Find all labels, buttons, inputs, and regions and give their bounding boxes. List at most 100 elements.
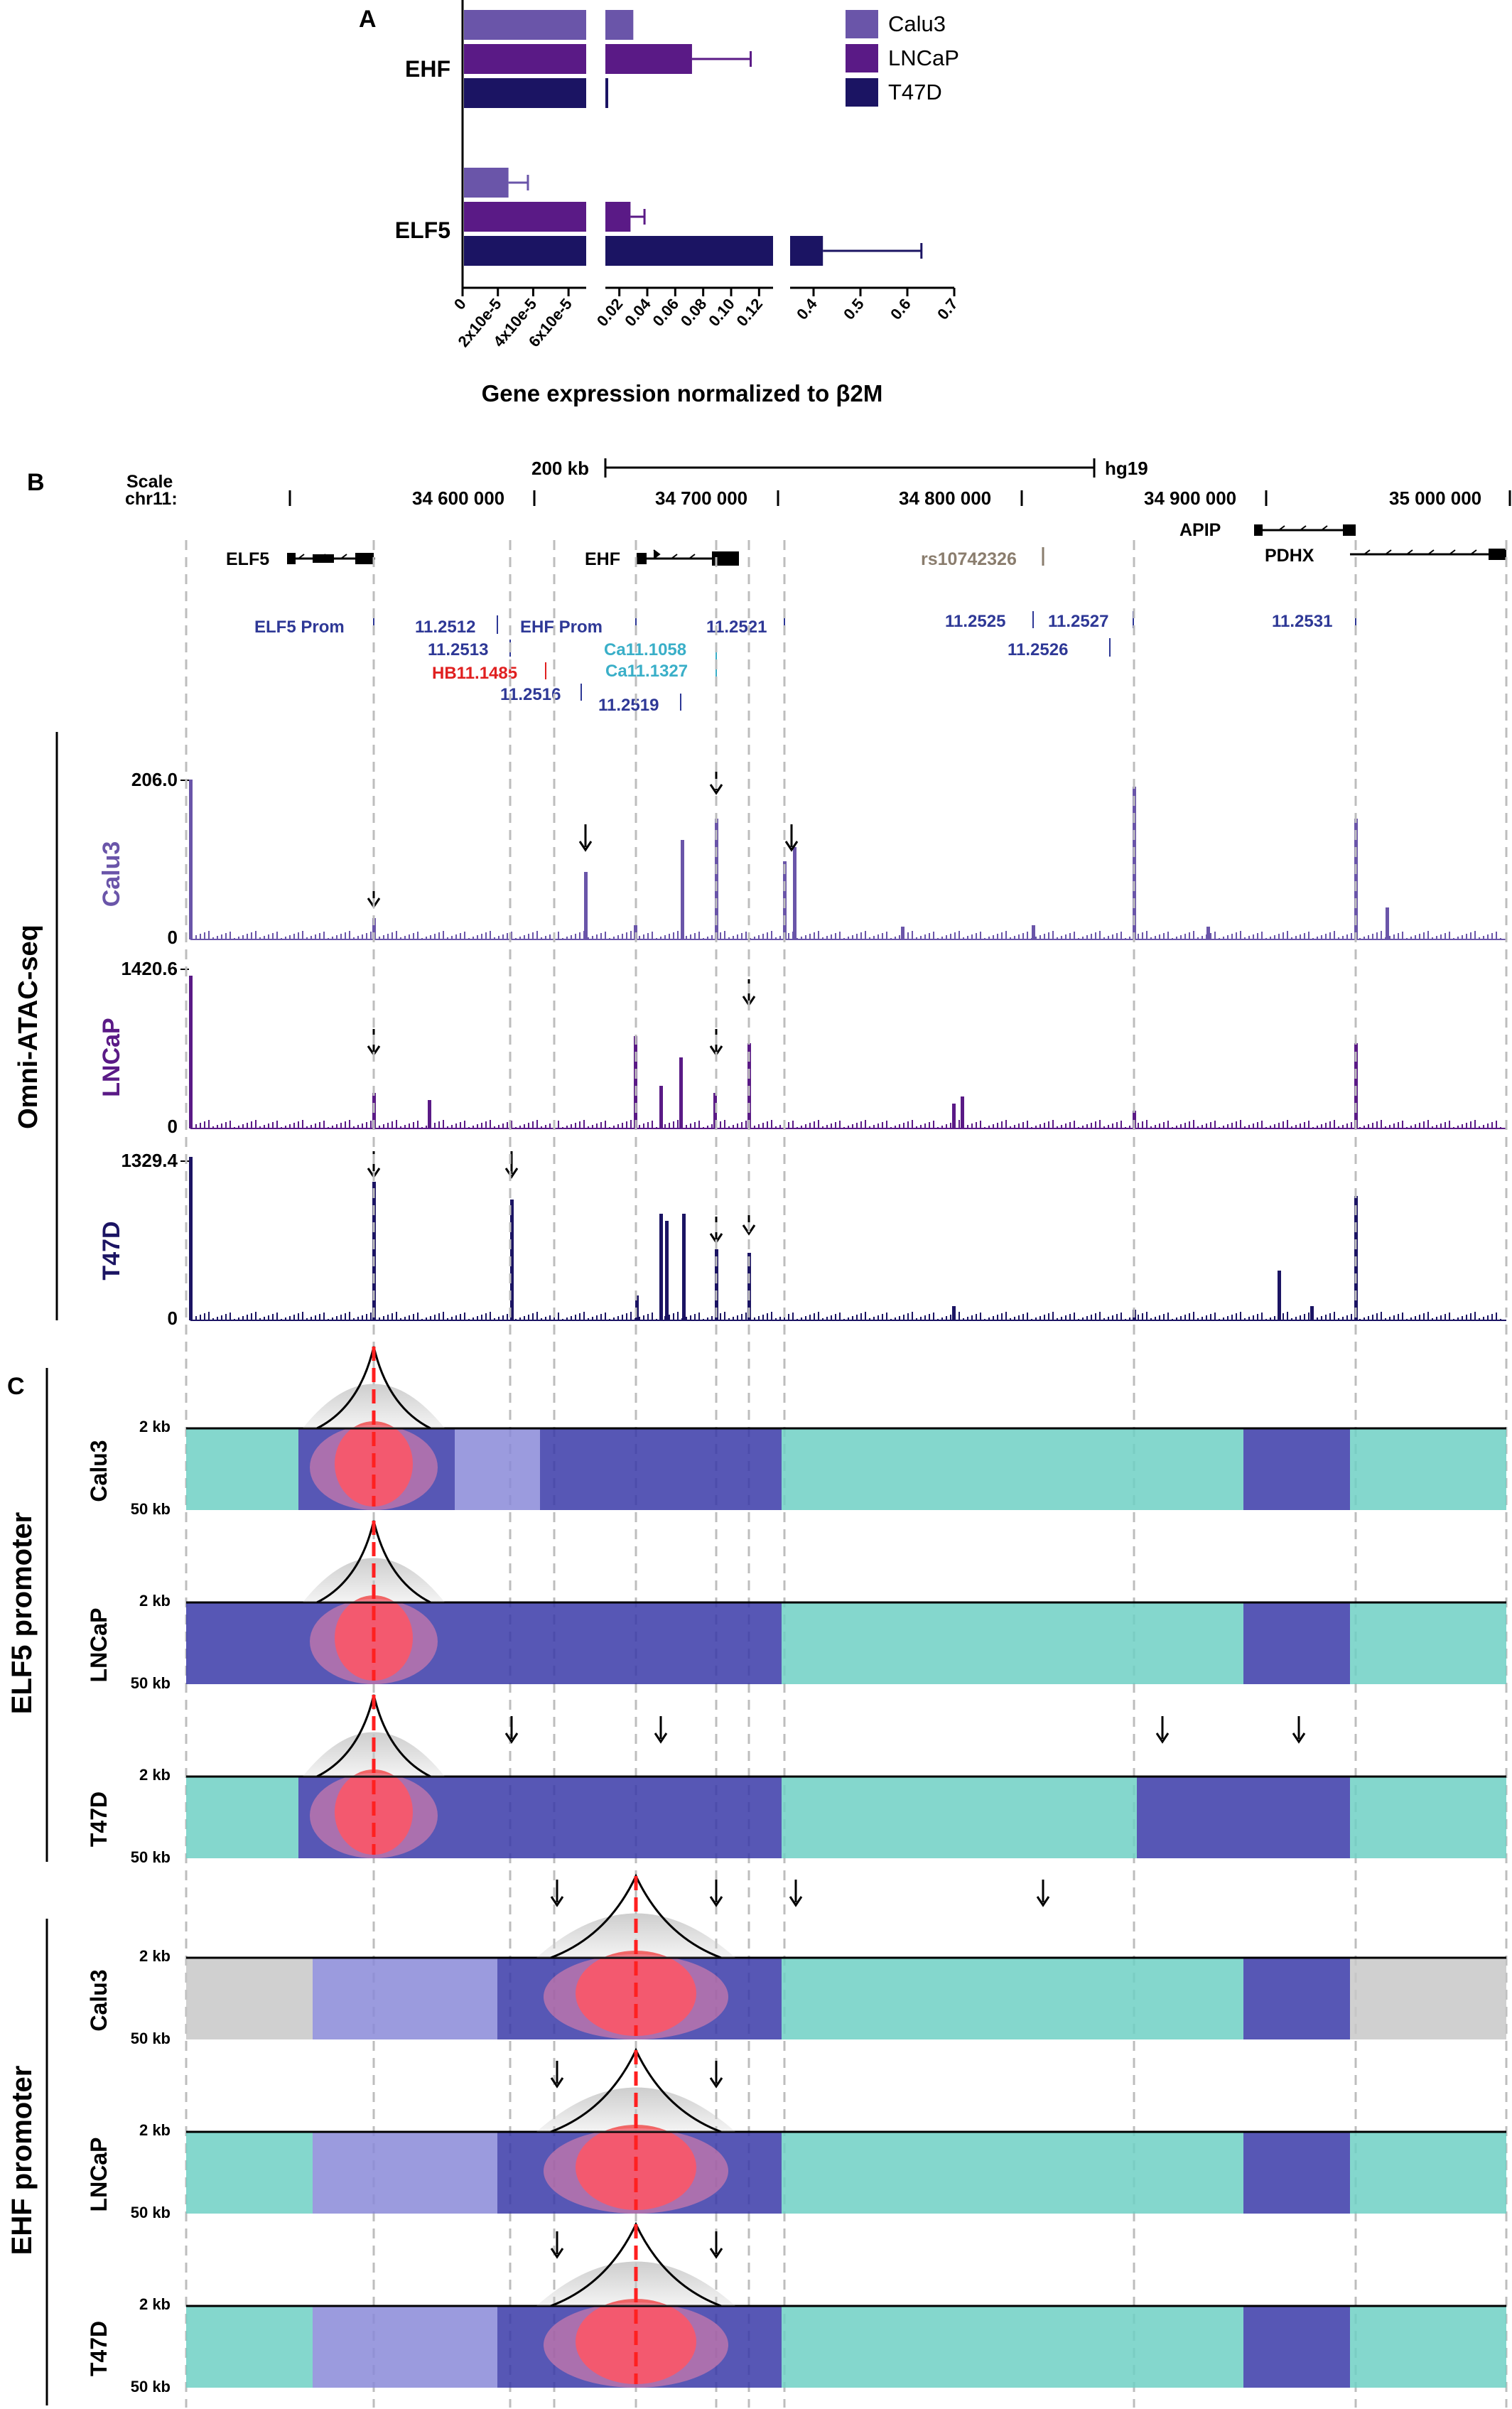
- legend-swatch-t47d: [846, 78, 878, 107]
- row-label: LNCaP: [86, 1608, 112, 1683]
- arrow-head: [1036, 1896, 1050, 1907]
- arrow-head: [578, 841, 593, 852]
- category-label-elf5: ELF5: [395, 217, 450, 243]
- panel-b-letter: B: [27, 469, 45, 496]
- heat-band: [186, 2306, 313, 2388]
- element-label: 11.2513: [428, 640, 488, 659]
- peak: [189, 780, 193, 939]
- peak: [372, 1182, 376, 1320]
- peak: [679, 1057, 683, 1128]
- heat-band: [782, 1428, 1243, 1510]
- bar-marks: [464, 10, 923, 266]
- bar-elf5-t47d-part: [605, 236, 773, 266]
- bar-elf5-lncap-part: [464, 202, 586, 232]
- track-name: T47D: [98, 1221, 125, 1280]
- x-tick-label: 0.7: [934, 295, 961, 323]
- element-label: 11.2512: [415, 618, 475, 637]
- panel-a-letter: A: [359, 6, 377, 33]
- peak: [1032, 925, 1035, 939]
- category-label-ehf: EHF: [405, 56, 450, 82]
- heat-band: [1350, 1602, 1506, 1684]
- panel-c: C ELF5 promoter EHF promoter 2 kb 50 kb Ca…: [6, 1346, 1506, 2405]
- scale-top-label: 2 kb: [139, 2295, 171, 2313]
- element-label: EHF Prom: [520, 618, 603, 637]
- arrow-head: [709, 2077, 723, 2089]
- arrow-head: [709, 2248, 723, 2259]
- heat-band: [782, 1958, 1243, 2039]
- track-name: LNCaP: [98, 1018, 125, 1096]
- element-label: 11.2531: [1272, 612, 1332, 631]
- gene-label-rs10742326: rs10742326: [921, 549, 1017, 569]
- genome-label: hg19: [1105, 458, 1148, 479]
- coord-label: 34 900 000: [1144, 487, 1236, 509]
- chrom-label: chr11:: [125, 489, 178, 509]
- heat-band: [186, 1428, 298, 1510]
- gene-label-elf5: ELF5: [226, 549, 269, 569]
- scale-top-label: 2 kb: [139, 1947, 171, 1965]
- track-max-label: 1329.4: [121, 1150, 178, 1171]
- peak: [189, 1157, 193, 1320]
- element-label: ELF5 Prom: [254, 618, 345, 637]
- gene-model-ehf: [637, 549, 739, 566]
- element-label: 11.2526: [1008, 640, 1068, 659]
- bar-ehf-lncap: [605, 44, 692, 74]
- x-tick-label: 0.06: [649, 295, 682, 330]
- arrow-head: [550, 2077, 564, 2089]
- element-label: Ca11.1058: [604, 640, 686, 659]
- arrow-head: [504, 1168, 519, 1179]
- heat-band: [1350, 2132, 1506, 2214]
- atac-side-label: Omni-ATAC-seq: [14, 925, 43, 1129]
- peak: [1386, 907, 1389, 939]
- gene-label-apip: APIP: [1179, 520, 1221, 540]
- x-tick-label: 0.10: [705, 295, 738, 330]
- peak: [793, 847, 796, 939]
- peak: [665, 1221, 669, 1320]
- scale-bottom-label: 50 kb: [131, 2204, 171, 2221]
- row-label: T47D: [86, 2321, 112, 2376]
- coord-label: 35 000 000: [1389, 487, 1481, 509]
- scale-top-label: 2 kb: [139, 1766, 171, 1784]
- x-tick-label: 0.12: [733, 295, 766, 330]
- heat-band: [1243, 1428, 1350, 1510]
- bar-elf5-lncap: [605, 202, 631, 232]
- scale-bottom-label: 50 kb: [131, 2030, 171, 2047]
- profile-envelope: [536, 2087, 735, 2132]
- panel-a-x-label: Gene expression normalized to β2M: [482, 380, 883, 406]
- scale-top-label: 2 kb: [139, 1418, 171, 1435]
- track-max-label: 206.0: [131, 769, 178, 790]
- arrow-head: [550, 1896, 564, 1907]
- peak: [682, 1214, 686, 1320]
- bar-ehf-lncap-part: [464, 44, 586, 74]
- peak: [634, 1036, 637, 1128]
- heat-band: [782, 2306, 1243, 2388]
- atac-tracks: 206.0 0 Calu3 1420.6 0 LNCaP 1329.4 0 T47D: [98, 767, 1506, 1329]
- coord-label: 34 700 000: [655, 487, 747, 509]
- bar-elf5-t47d-part: [464, 236, 586, 266]
- bar-ehf-t47d: [605, 78, 608, 108]
- heat-band: [455, 1777, 782, 1858]
- heat-band: [455, 1602, 782, 1684]
- peak: [372, 918, 376, 939]
- peak: [952, 1306, 956, 1320]
- profile-envelope: [536, 2261, 735, 2306]
- peak: [681, 840, 684, 939]
- bar-elf5-t47d: [790, 236, 824, 266]
- element-labels: ELF5 Prom 11.2512 EHF Prom 11.2521 11.25…: [254, 611, 1356, 715]
- group-label-elf5: ELF5 promoter: [6, 1512, 38, 1714]
- peak: [901, 927, 904, 939]
- element-label: 11.2519: [598, 696, 659, 715]
- peak: [428, 1100, 431, 1128]
- bar-elf5-calu3: [464, 168, 509, 198]
- scale-top-label: 2 kb: [139, 2121, 171, 2139]
- scale-bottom-label: 50 kb: [131, 1674, 171, 1692]
- panel-b: B Scale chr11: 200 kb hg19 34 600 000 34…: [14, 458, 1511, 1329]
- arrow-head: [742, 1224, 756, 1236]
- x-tick-label: 0.5: [840, 295, 868, 323]
- legend-label-lncap: LNCaP: [888, 45, 959, 70]
- legend-swatch-lncap: [846, 44, 878, 72]
- heat-band: [313, 2132, 497, 2214]
- coord-label: 34 600 000: [412, 487, 504, 509]
- row-label: T47D: [86, 1791, 112, 1847]
- peak: [715, 819, 718, 939]
- peak: [659, 1214, 663, 1320]
